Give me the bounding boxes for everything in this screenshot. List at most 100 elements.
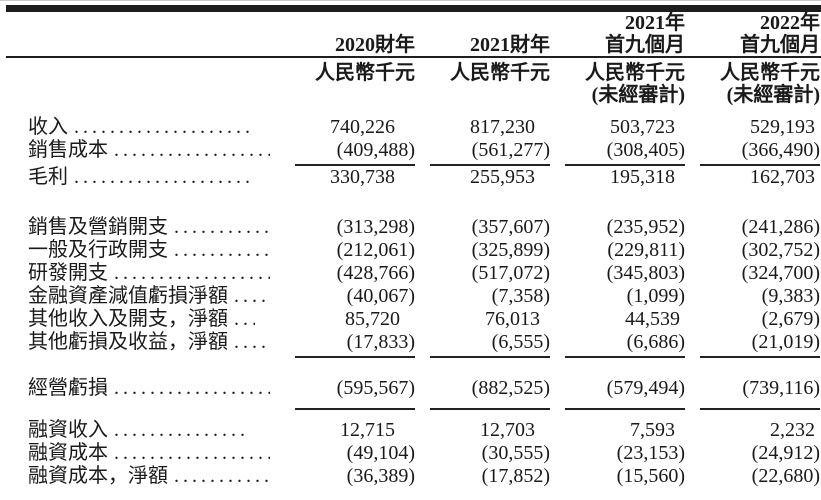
- row-label: 研發開支: [28, 262, 108, 284]
- table-body: 收入 740,226 817,230 503,723 529,193 銷售成本 …: [0, 116, 821, 488]
- cell-fy2021: (882,525): [430, 377, 550, 410]
- header-period3-line1: 2021年: [625, 12, 685, 34]
- row-label: 融資成本，淨額: [28, 465, 168, 487]
- dot-leader: [234, 331, 270, 354]
- row-label-cell: 經營虧損: [28, 377, 280, 400]
- cell-fy2021: (325,899): [471, 239, 550, 261]
- cell-9m2021: (1,099): [626, 285, 685, 307]
- header-unit-col3: 人民幣千元: [585, 62, 685, 84]
- cell-fy2020: 330,738: [330, 166, 395, 188]
- header-underline-rule: [6, 56, 821, 58]
- cell-fy2021: (357,607): [471, 216, 550, 238]
- header-units-row: 人民幣千元 人民幣千元 人民幣千元 人民幣千元: [0, 58, 821, 84]
- row-label: 收入: [28, 116, 68, 138]
- header-audit-col3: (未經審計): [591, 84, 685, 106]
- row-label-cell: 毛利: [28, 166, 260, 189]
- table-row: 融資收入 12,715 12,703 7,593 2,232: [0, 419, 821, 442]
- row-label-cell: 銷售及營銷開支: [28, 216, 280, 239]
- cell-fy2020: (40,067): [346, 285, 415, 307]
- dot-leader: [174, 239, 270, 262]
- cell-fy2020: (428,766): [336, 262, 415, 284]
- table-top-rule: [6, 5, 821, 12]
- row-label-cell: 一般及行政開支: [28, 239, 280, 262]
- header-audit-col4: (未經審計): [726, 84, 820, 106]
- header-year-line2: 2020財年 2021財年 首九個月 首九個月: [0, 34, 821, 56]
- cell-9m2022: (9,383): [761, 285, 820, 307]
- dot-leader: [234, 285, 270, 308]
- cell-fy2020: (409,488): [295, 139, 415, 166]
- header-unit-col1: 人民幣千元: [315, 62, 415, 84]
- cell-fy2021: (517,072): [471, 262, 550, 284]
- row-label: 銷售及營銷開支: [28, 216, 168, 238]
- dot-leader: [74, 166, 250, 189]
- cell-9m2022: (22,680): [751, 465, 820, 487]
- table-row: 毛利 330,738 255,953 195,318 162,703: [0, 166, 821, 189]
- cell-fy2021: (30,555): [481, 442, 550, 464]
- row-label: 毛利: [28, 166, 68, 188]
- cell-fy2020: 12,715: [340, 419, 395, 441]
- cell-fy2020: (17,833): [295, 331, 415, 358]
- cell-fy2020: (595,567): [295, 377, 415, 410]
- table-row: 研發開支 (428,766) (517,072) (345,803) (324,…: [0, 262, 821, 285]
- header-unit-col2: 人民幣千元: [450, 62, 550, 84]
- header-year-line1: 2021年 2022年: [0, 12, 821, 34]
- row-label-cell: 其他收入及開支，淨額: [28, 308, 265, 331]
- table-row: 經營虧損 (595,567) (882,525) (579,494) (739,…: [0, 377, 821, 410]
- row-label-cell: 其他虧損及收益，淨額: [28, 331, 280, 354]
- dot-leader: [174, 465, 270, 488]
- cell-9m2022: (366,490): [700, 139, 820, 166]
- row-label-cell: 銷售成本: [28, 139, 280, 162]
- cell-fy2021: (17,852): [481, 465, 550, 487]
- row-label-cell: 融資收入: [28, 419, 260, 442]
- cell-9m2022: (24,912): [751, 442, 820, 464]
- top-edge-rule: [0, 0, 821, 1]
- cell-9m2022: (324,700): [741, 262, 820, 284]
- header-period3-line2: 首九個月: [605, 34, 685, 56]
- header-audit-note-row: (未經審計) (未經審計): [0, 84, 821, 106]
- cell-9m2022: 529,193: [750, 116, 815, 138]
- cell-9m2022: (2,679): [761, 308, 820, 330]
- cell-9m2021: (308,405): [565, 139, 685, 166]
- cell-9m2021: (229,811): [607, 239, 685, 261]
- cell-9m2021: (23,153): [616, 442, 685, 464]
- table-row: 一般及行政開支 (212,061) (325,899) (229,811) (3…: [0, 239, 821, 262]
- cell-fy2020: (313,298): [336, 216, 415, 238]
- table-row: 銷售及營銷開支 (313,298) (357,607) (235,952) (2…: [0, 216, 821, 239]
- cell-fy2021: 817,230: [470, 116, 535, 138]
- cell-fy2021: 76,013: [485, 308, 540, 330]
- table-row: 其他虧損及收益，淨額 (17,833) (6,555) (6,686) (21,…: [0, 331, 821, 358]
- cell-9m2022: (21,019): [700, 331, 820, 358]
- header-period1-line2: 2020財年: [335, 34, 415, 56]
- header-period4-line1: 2022年: [760, 12, 820, 34]
- cell-9m2021: 503,723: [610, 116, 675, 138]
- row-label: 銷售成本: [28, 139, 108, 161]
- dot-leader: [114, 419, 250, 442]
- cell-fy2020: (36,389): [346, 465, 415, 487]
- row-label-cell: 融資成本，淨額: [28, 465, 280, 488]
- cell-9m2021: 195,318: [610, 166, 675, 188]
- cell-9m2022: 2,232: [770, 419, 815, 441]
- row-label-cell: 金融資產減值虧損淨額: [28, 285, 280, 308]
- row-label: 一般及行政開支: [28, 239, 168, 261]
- cell-fy2020: (49,104): [346, 442, 415, 464]
- cell-9m2022: (302,752): [741, 239, 820, 261]
- cell-9m2021: 7,593: [630, 419, 675, 441]
- row-label-cell: 研發開支: [28, 262, 280, 285]
- dot-leader: [74, 116, 250, 139]
- dot-leader: [114, 442, 270, 465]
- table-row: 收入 740,226 817,230 503,723 529,193: [0, 116, 821, 139]
- cell-fy2021: (561,277): [430, 139, 550, 166]
- row-label-cell: 融資成本: [28, 442, 280, 465]
- dot-leader: [234, 308, 255, 331]
- cell-fy2020: 740,226: [330, 116, 395, 138]
- table-row: 金融資產減值虧損淨額 (40,067) (7,358) (1,099) (9,3…: [0, 285, 821, 308]
- table-row: 融資成本，淨額 (36,389) (17,852) (15,560) (22,6…: [0, 465, 821, 488]
- cell-fy2021: (6,555): [430, 331, 550, 358]
- cell-fy2021: (7,358): [491, 285, 550, 307]
- table-header: 2021年 2022年 2020財年 2021財年 首九個月 首九個月 人民幣千…: [0, 12, 821, 106]
- row-label: 金融資產減值虧損淨額: [28, 285, 228, 307]
- dot-leader: [114, 377, 270, 400]
- header-period4-line2: 首九個月: [740, 34, 820, 56]
- row-label: 融資收入: [28, 419, 108, 441]
- header-period2-line2: 2021財年: [470, 34, 550, 56]
